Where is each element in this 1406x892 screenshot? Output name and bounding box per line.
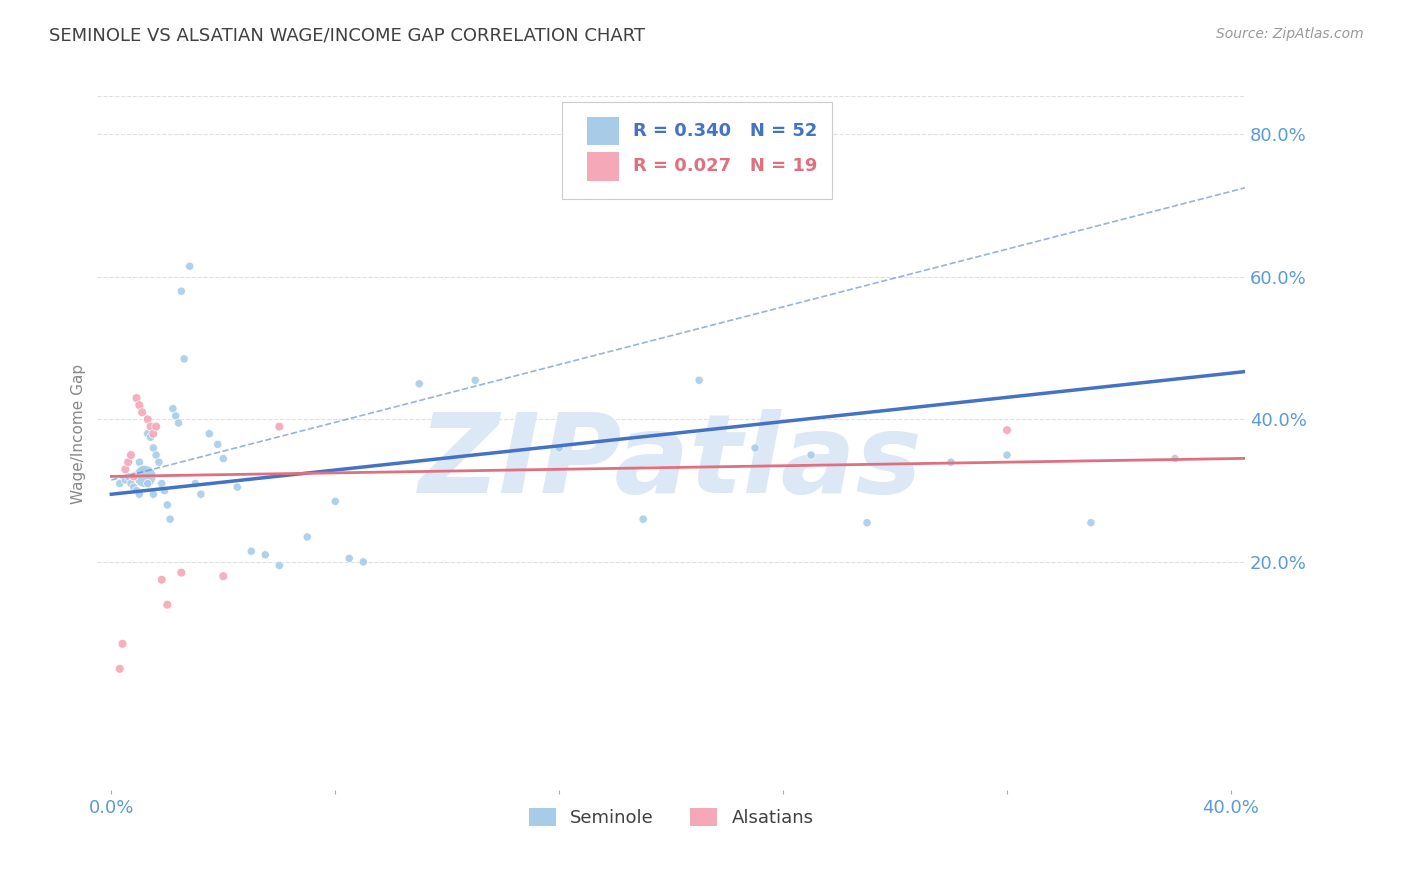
Point: [184, 476, 207, 491]
Point: [156, 498, 179, 512]
Point: [136, 426, 159, 441]
Point: [631, 512, 654, 526]
Point: [212, 451, 235, 466]
Y-axis label: Wage/Income Gap: Wage/Income Gap: [72, 364, 86, 504]
Point: [170, 284, 193, 298]
Text: ZIPatlas: ZIPatlas: [419, 409, 922, 516]
Point: [131, 462, 153, 476]
Point: [548, 441, 571, 455]
Point: [207, 437, 229, 451]
Point: [125, 391, 148, 405]
Point: [136, 476, 159, 491]
Point: [122, 480, 145, 494]
Point: [150, 573, 173, 587]
Point: [122, 469, 145, 483]
Point: [159, 512, 181, 526]
Point: [408, 376, 430, 391]
Point: [323, 494, 346, 508]
Point: [173, 351, 195, 366]
Legend: Seminole, Alsatians: Seminole, Alsatians: [522, 800, 821, 834]
Point: [352, 555, 374, 569]
Text: SEMINOLE VS ALSATIAN WAGE/INCOME GAP CORRELATION CHART: SEMINOLE VS ALSATIAN WAGE/INCOME GAP COR…: [49, 27, 645, 45]
Point: [165, 409, 187, 423]
Text: Source: ZipAtlas.com: Source: ZipAtlas.com: [1216, 27, 1364, 41]
Point: [125, 483, 148, 498]
Point: [150, 476, 173, 491]
Point: [142, 441, 165, 455]
Point: [120, 448, 142, 462]
Point: [128, 398, 150, 412]
Point: [134, 469, 156, 483]
Point: [226, 480, 249, 494]
Point: [148, 455, 170, 469]
FancyBboxPatch shape: [588, 117, 620, 145]
Point: [139, 430, 162, 444]
Point: [995, 448, 1018, 462]
Point: [939, 455, 962, 469]
Point: [464, 373, 486, 387]
Point: [212, 569, 235, 583]
Point: [170, 566, 193, 580]
Point: [145, 419, 167, 434]
Point: [167, 416, 190, 430]
Text: R = 0.027   N = 19: R = 0.027 N = 19: [633, 158, 818, 176]
Point: [269, 419, 291, 434]
Point: [117, 455, 139, 469]
Point: [114, 473, 136, 487]
Point: [297, 530, 319, 544]
Text: R = 0.340   N = 52: R = 0.340 N = 52: [633, 122, 818, 140]
Point: [136, 412, 159, 426]
Point: [744, 441, 766, 455]
Point: [995, 423, 1018, 437]
Point: [198, 426, 221, 441]
Point: [254, 548, 277, 562]
Point: [108, 662, 131, 676]
FancyBboxPatch shape: [588, 153, 620, 181]
Point: [142, 426, 165, 441]
Point: [131, 405, 153, 419]
Point: [120, 476, 142, 491]
Point: [139, 419, 162, 434]
Point: [269, 558, 291, 573]
Point: [117, 469, 139, 483]
Point: [688, 373, 710, 387]
Point: [145, 448, 167, 462]
Point: [142, 487, 165, 501]
Point: [800, 448, 823, 462]
Point: [128, 487, 150, 501]
Point: [156, 598, 179, 612]
Point: [111, 637, 134, 651]
Point: [108, 476, 131, 491]
Point: [1080, 516, 1102, 530]
Point: [114, 462, 136, 476]
FancyBboxPatch shape: [562, 103, 832, 199]
Point: [1164, 451, 1187, 466]
Point: [240, 544, 263, 558]
Point: [337, 551, 360, 566]
Point: [179, 259, 201, 273]
Point: [856, 516, 879, 530]
Point: [128, 455, 150, 469]
Point: [153, 483, 176, 498]
Point: [190, 487, 212, 501]
Point: [162, 401, 184, 416]
